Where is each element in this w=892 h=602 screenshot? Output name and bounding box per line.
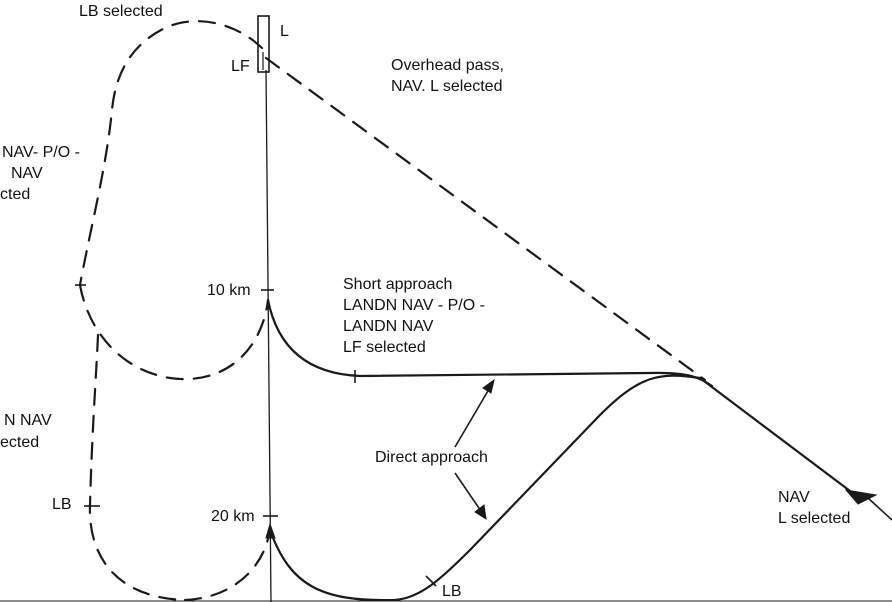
left-outer-track — [88, 333, 187, 602]
short-approach-label-4: LF selected — [343, 339, 426, 356]
direct-approach-track — [268, 374, 702, 602]
overhead-pass-track — [264, 56, 707, 382]
left-mid-label-3: cted — [0, 186, 30, 203]
short-approach-label-3: LANDN NAV — [343, 318, 434, 335]
lower-loop-track — [183, 526, 272, 602]
pointer-up-head — [482, 378, 495, 394]
runway-lf-label: LF — [231, 58, 250, 75]
upper-racetrack-track — [78, 20, 264, 287]
short-approach-track — [266, 298, 714, 388]
pointer-down-head — [474, 504, 487, 521]
nav-tail — [867, 497, 892, 521]
nav-label-2: L selected — [778, 510, 850, 527]
pointer-up-line — [454, 383, 493, 448]
left-low-label-1: N NAV — [4, 412, 52, 429]
direct-approach-label: Direct approach — [375, 449, 488, 466]
runway-l-label: L — [280, 23, 289, 40]
pointer-down-line — [454, 472, 484, 515]
short-approach-label-2: LANDN NAV - P/O - — [343, 297, 485, 314]
lb-selected-top-label: LB selected — [79, 3, 163, 20]
final-arrowhead — [844, 489, 878, 505]
nav-label-1: NAV — [778, 489, 810, 506]
lb-left-label: LB — [52, 496, 72, 513]
distance-10km-label: 10 km — [207, 282, 251, 299]
overhead-pass-label-2: NAV. L selected — [391, 78, 502, 95]
left-mid-label-2: NAV — [11, 165, 43, 182]
lb-bottom-label: LB — [442, 583, 462, 600]
final-track — [698, 376, 860, 499]
distance-20km-label: 20 km — [211, 508, 255, 525]
overhead-pass-label-1: Overhead pass, — [391, 57, 504, 74]
direct-approach-tick — [425, 575, 437, 587]
left-mid-label-1: NAV- P/O - — [2, 144, 80, 161]
extended-centerline — [265, 69, 272, 602]
short-approach-label-1: Short approach — [343, 276, 452, 293]
upper-loop-bottom-track — [78, 283, 270, 381]
left-low-label-2: ected — [0, 434, 39, 451]
arrow-up-20km — [265, 522, 276, 539]
